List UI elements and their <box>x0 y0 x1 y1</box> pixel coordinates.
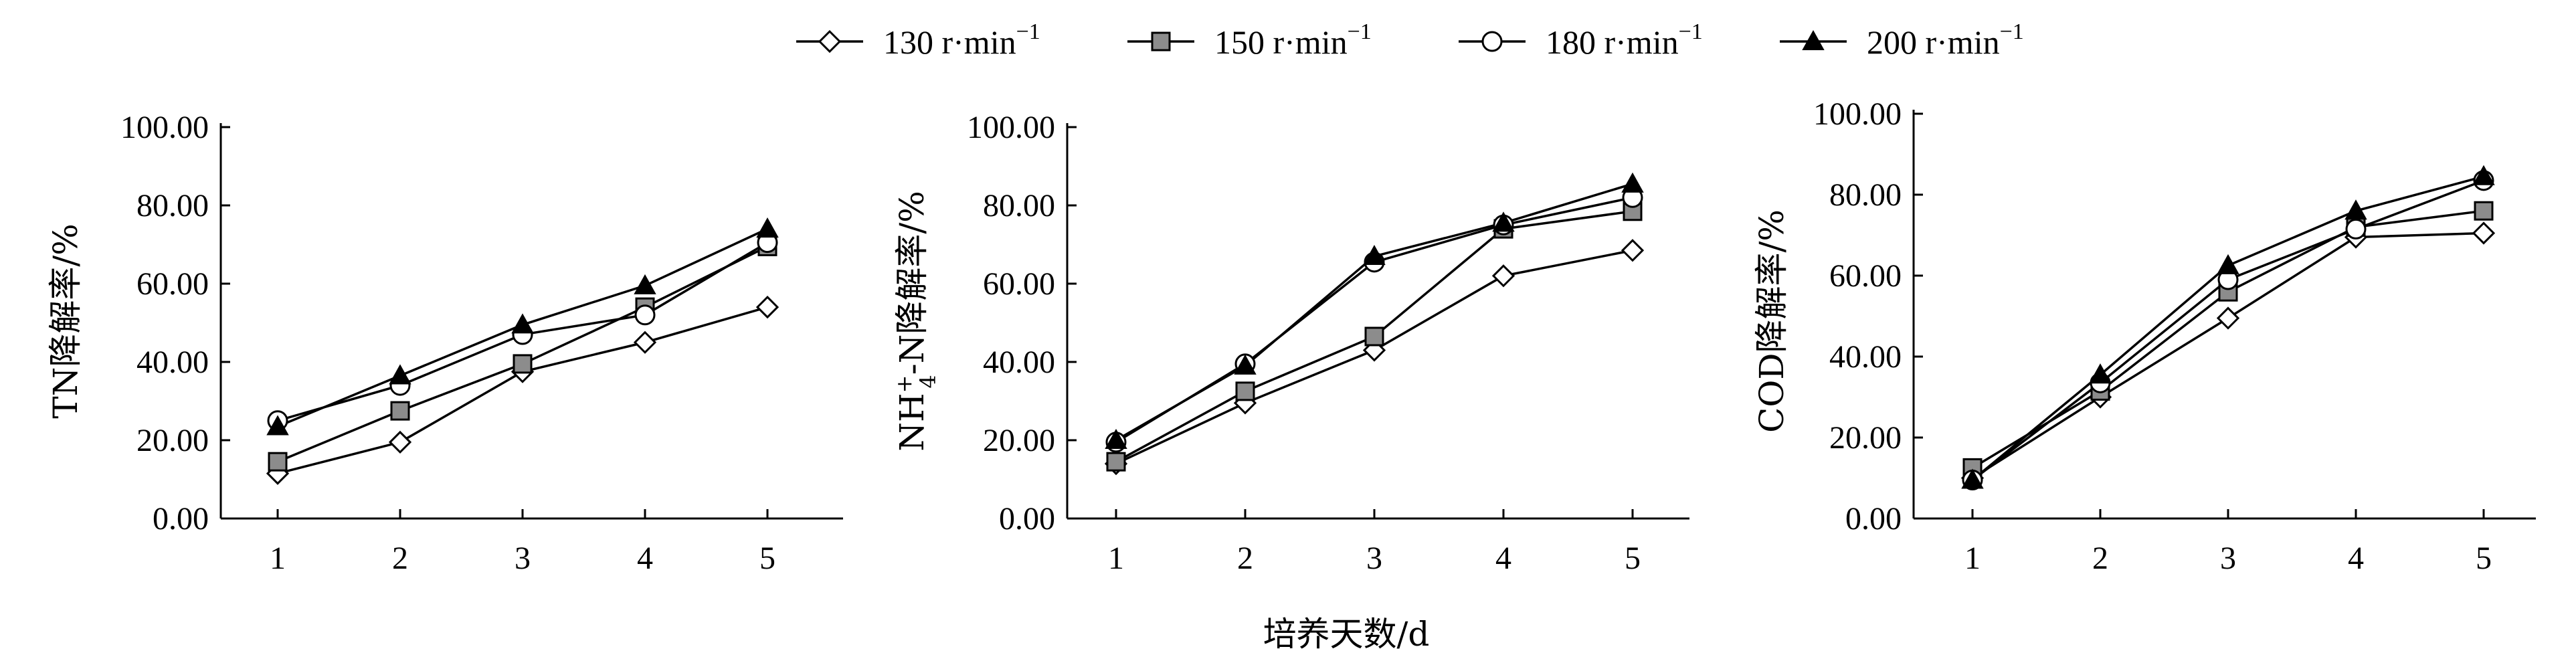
data-point-open-diamond <box>755 295 779 319</box>
data-point-filled-triangle <box>756 217 779 238</box>
x-tick-label: 2 <box>1237 541 1253 576</box>
x-tick-label: 1 <box>1964 541 1981 576</box>
data-point-open-diamond <box>1621 239 1645 262</box>
chart-panel-cod: 0.00 20.00 40.00 60.00 80.00 100.00 1 2 3 4 5 <box>1813 96 2536 576</box>
data-point-open-diamond <box>633 330 657 354</box>
data-point-filled-triangle <box>1105 428 1127 449</box>
legend-marker-filled-triangle <box>1802 29 1825 50</box>
y-tick-label: 0.00 <box>999 501 1055 537</box>
chart-panel-tn: 0.00 20.00 40.00 60.00 80.00 100.00 1 2 3 4 5 <box>120 110 843 576</box>
data-point-filled-triangle <box>1621 172 1644 193</box>
legend-label-180: 180 r·min−1 <box>1546 19 1703 61</box>
y-tick-label: 60.00 <box>136 266 209 302</box>
y-axis-title-cod: COD降解率/% <box>1752 209 1791 433</box>
legend-marker-filled-triangle <box>1802 29 1825 50</box>
y-tick-label: 60.00 <box>1829 258 1902 294</box>
y-tick-label: 100.00 <box>967 110 1055 145</box>
series-line-open-circle <box>1115 196 1633 444</box>
y-tick-label: 40.00 <box>983 345 1055 380</box>
data-point-filled-square <box>268 452 288 472</box>
data-point-filled-square <box>1106 452 1126 472</box>
data-point-open-diamond <box>2216 306 2240 330</box>
y-tick-label: 40.00 <box>136 345 209 380</box>
data-point-filled-triangle <box>1492 211 1515 232</box>
data-point-filled-square <box>390 401 410 421</box>
data-point-filled-triangle <box>634 274 656 294</box>
y-axis-title-tn: TN降解率/% <box>46 223 85 418</box>
legend-marker-filled-square <box>1151 31 1171 52</box>
chart-panel-nh4n: 0.00 20.00 40.00 60.00 80.00 100.00 1 2 3 4 5 <box>967 110 1689 576</box>
y-tick-label: 100.00 <box>1813 96 1902 132</box>
data-point-filled-square <box>513 354 533 374</box>
data-point-filled-triangle <box>511 313 534 334</box>
legend-item-180: 180 r·min−1 <box>1459 19 1703 61</box>
data-point-open-diamond <box>1491 264 1515 288</box>
data-point-filled-square <box>1364 326 1384 347</box>
series-line-filled-square <box>277 245 768 463</box>
y-tick-label: 40.00 <box>1829 339 1902 375</box>
data-point-filled-triangle <box>266 415 289 436</box>
y-tick-label: 80.00 <box>983 188 1055 223</box>
y-tick-label: 60.00 <box>983 266 1055 302</box>
legend-label-130: 130 r·min−1 <box>883 19 1040 61</box>
data-point-filled-triangle <box>2344 199 2367 220</box>
x-tick-label: 4 <box>1495 541 1511 576</box>
series-line-open-circle <box>1971 179 2484 481</box>
x-tick-label: 4 <box>2348 541 2364 576</box>
data-point-filled-triangle <box>2217 254 2239 274</box>
legend-item-130: 130 r·min−1 <box>796 19 1040 61</box>
x-tick-label: 4 <box>637 541 653 576</box>
y-tick-label: 20.00 <box>136 423 209 458</box>
x-tick-label: 2 <box>2092 541 2108 576</box>
legend-marker-open-diamond <box>818 29 842 54</box>
data-point-filled-triangle <box>1363 244 1386 266</box>
y-tick-label: 0.00 <box>1845 501 1902 537</box>
y-axis-title-nh4n: NH+4-N降解率/% <box>891 191 941 452</box>
x-tick-label: 3 <box>1366 541 1382 576</box>
data-point-open-diamond <box>2472 221 2496 245</box>
x-tick-label: 1 <box>270 541 286 576</box>
legend-marker-open-circle <box>1481 31 1503 52</box>
data-point-filled-square <box>1235 381 1255 401</box>
data-point-filled-square <box>2474 201 2494 221</box>
legend-item-150: 150 r·min−1 <box>1127 19 1372 61</box>
data-point-filled-triangle <box>2089 363 2112 384</box>
data-point-filled-triangle <box>1961 468 1984 489</box>
legend-label-200: 200 r·min−1 <box>1867 19 2024 61</box>
y-tick-label: 80.00 <box>136 188 209 223</box>
x-tick-label: 5 <box>1625 541 1641 576</box>
x-axis-title: 培养天数/d <box>1263 615 1430 654</box>
data-point-filled-triangle <box>389 364 411 385</box>
y-tick-label: 100.00 <box>120 110 209 145</box>
data-point-filled-triangle <box>2472 165 2495 185</box>
legend-item-200: 200 r·min−1 <box>1780 19 2024 61</box>
legend-label-150: 150 r·min−1 <box>1214 19 1372 61</box>
x-tick-label: 5 <box>759 541 775 576</box>
x-tick-label: 2 <box>392 541 408 576</box>
x-tick-label: 3 <box>515 541 531 576</box>
legend-marker-open-diamond <box>818 29 842 54</box>
x-tick-label: 3 <box>2220 541 2236 576</box>
y-tick-label: 20.00 <box>983 423 1055 458</box>
legend: 130 r·min−1 150 r·min−1 180 r·min−1 200 … <box>796 19 2024 61</box>
y-tick-label: 80.00 <box>1829 177 1902 213</box>
x-tick-label: 5 <box>2476 541 2492 576</box>
data-point-open-diamond <box>388 430 412 454</box>
legend-marker-open-circle <box>1481 31 1503 52</box>
x-tick-label: 1 <box>1108 541 1124 576</box>
data-point-open-circle <box>634 304 656 326</box>
y-tick-label: 20.00 <box>1829 420 1902 456</box>
legend-marker-filled-square <box>1151 31 1171 52</box>
data-point-open-circle <box>2345 218 2367 240</box>
data-point-filled-triangle <box>1234 354 1257 375</box>
y-tick-label: 0.00 <box>153 501 209 537</box>
